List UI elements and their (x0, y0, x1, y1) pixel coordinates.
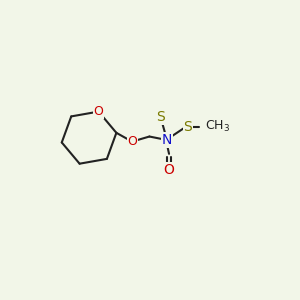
Text: S: S (156, 110, 165, 124)
Text: CH$_3$: CH$_3$ (205, 119, 230, 134)
Text: O: O (164, 163, 175, 177)
Text: O: O (128, 135, 137, 148)
Text: N: N (161, 133, 172, 147)
Text: S: S (184, 120, 192, 134)
Text: O: O (94, 105, 103, 118)
